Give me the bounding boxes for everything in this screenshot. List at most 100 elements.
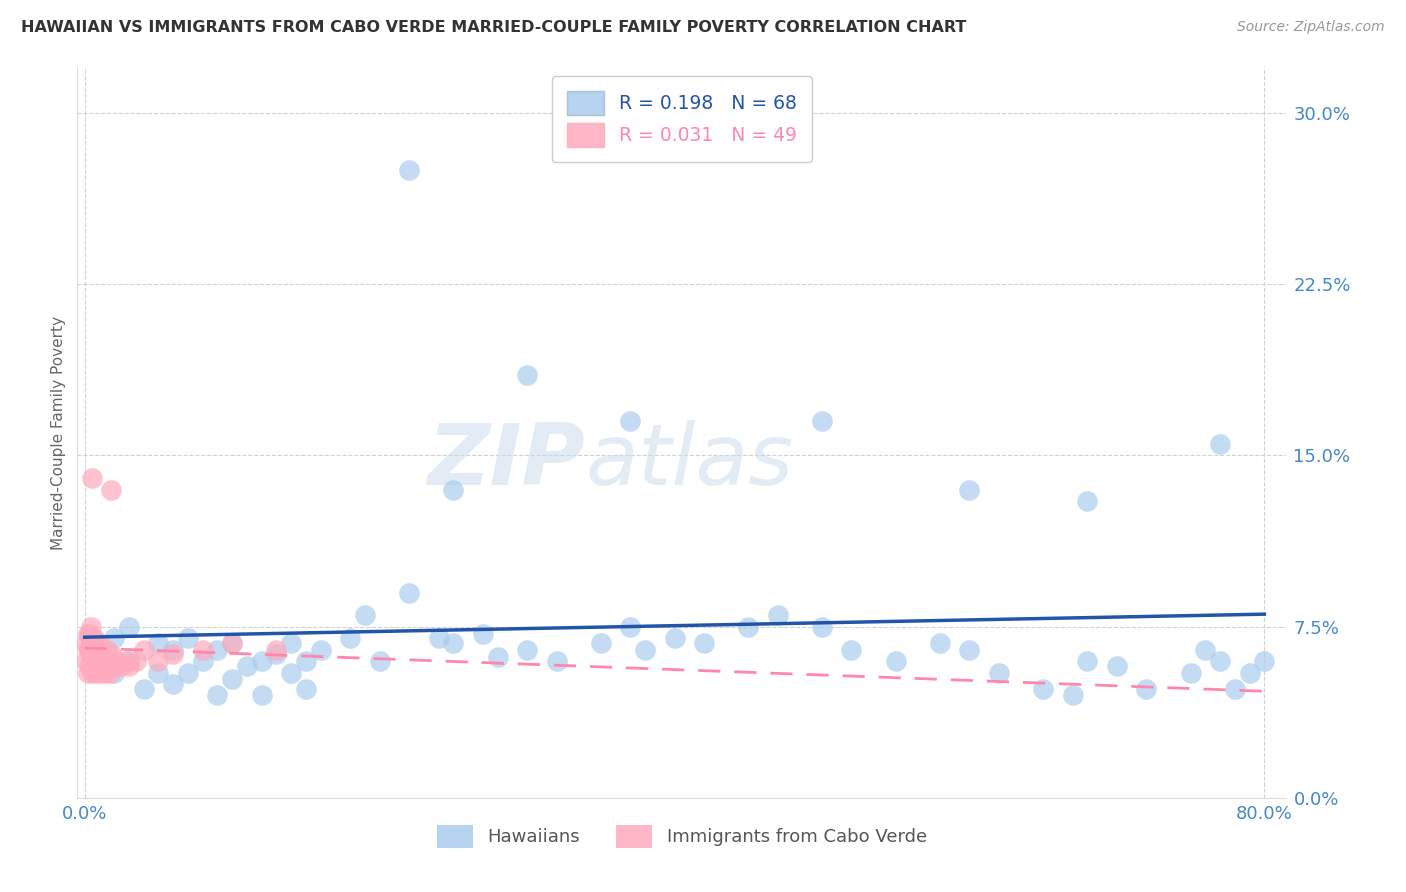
Point (664, 632, 686, 646)
Point (427, 632, 450, 646)
Point (486, 649, 509, 664)
Text: Source: ZipAtlas.com: Source: ZipAtlas.com (1237, 20, 1385, 34)
Point (77, 658, 100, 673)
Point (89, 654, 111, 668)
Point (1253, 654, 1275, 668)
Point (77, 642, 100, 657)
Point (546, 654, 568, 668)
Point (103, 632, 125, 646)
Point (929, 636, 952, 650)
Point (76, 626, 98, 640)
Point (266, 648, 288, 662)
Point (83, 632, 105, 646)
Point (177, 632, 200, 646)
Point (1105, 658, 1128, 673)
Point (80, 648, 103, 662)
Point (80, 665, 103, 680)
Point (83, 642, 105, 657)
Point (619, 414, 641, 428)
Point (1223, 681, 1246, 696)
Point (162, 648, 184, 662)
Point (1062, 689, 1084, 703)
Point (75, 636, 97, 650)
Point (441, 636, 464, 650)
Text: HAWAIIAN VS IMMIGRANTS FROM CABO VERDE MARRIED-COUPLE FAMILY POVERTY CORRELATION: HAWAIIAN VS IMMIGRANTS FROM CABO VERDE M… (21, 20, 966, 35)
Point (96, 642, 118, 657)
Point (398, 162, 420, 177)
Point (441, 483, 464, 497)
Point (959, 483, 981, 497)
Point (89, 636, 111, 650)
Point (280, 636, 302, 650)
Point (221, 636, 243, 650)
Point (80, 471, 103, 485)
Point (177, 665, 200, 680)
Point (1032, 681, 1054, 696)
Point (79, 654, 101, 668)
Point (110, 658, 132, 673)
Point (86, 665, 108, 680)
Point (96, 658, 118, 673)
Point (295, 681, 318, 696)
Point (811, 414, 834, 428)
Point (221, 636, 243, 650)
Point (1076, 654, 1098, 668)
Point (811, 620, 834, 634)
Legend: Hawaiians, Immigrants from Cabo Verde: Hawaiians, Immigrants from Cabo Verde (430, 817, 934, 855)
Point (100, 483, 122, 497)
Point (87, 658, 110, 673)
Point (309, 642, 332, 657)
Point (148, 654, 170, 668)
Point (77, 626, 100, 640)
Point (295, 654, 318, 668)
Text: atlas: atlas (585, 420, 793, 503)
Point (125, 654, 148, 668)
Point (94, 665, 117, 680)
Point (132, 681, 155, 696)
Point (115, 654, 138, 668)
Point (589, 636, 612, 650)
Point (103, 665, 125, 680)
Point (103, 658, 125, 673)
Point (471, 626, 494, 640)
Point (132, 642, 155, 657)
Point (1209, 437, 1232, 451)
Point (75, 654, 97, 668)
Point (93, 654, 115, 668)
Point (766, 608, 789, 623)
Point (1180, 665, 1202, 680)
Point (266, 642, 288, 657)
Point (339, 632, 361, 646)
Y-axis label: Married-Couple Family Poverty: Married-Couple Family Poverty (51, 316, 66, 549)
Point (100, 648, 122, 662)
Point (250, 654, 273, 668)
Point (884, 654, 907, 668)
Point (368, 654, 391, 668)
Point (91, 658, 114, 673)
Text: ZIP: ZIP (427, 420, 585, 503)
Point (191, 642, 214, 657)
Point (79, 620, 101, 634)
Point (250, 689, 273, 703)
Point (1135, 681, 1157, 696)
Point (83, 658, 105, 673)
Point (86, 648, 108, 662)
Point (90, 665, 112, 680)
Point (148, 665, 170, 680)
Point (634, 642, 657, 657)
Point (162, 642, 184, 657)
Point (354, 608, 377, 623)
Point (841, 642, 863, 657)
Point (162, 677, 184, 691)
Point (118, 658, 141, 673)
Point (1194, 642, 1216, 657)
Point (98, 665, 121, 680)
Point (118, 654, 141, 668)
Point (97, 654, 120, 668)
Point (80, 632, 103, 646)
Point (619, 620, 641, 634)
Point (516, 368, 538, 383)
Point (693, 636, 716, 650)
Point (76, 642, 98, 657)
Point (87, 642, 110, 657)
